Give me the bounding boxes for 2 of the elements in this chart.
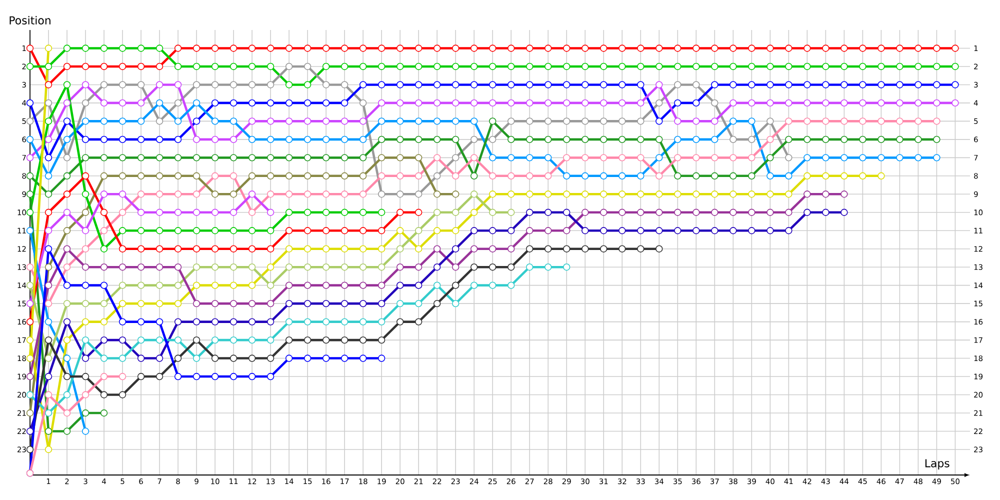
x-axis-title: Laps [925,459,950,470]
y-axis-title: Position [10,16,50,24]
